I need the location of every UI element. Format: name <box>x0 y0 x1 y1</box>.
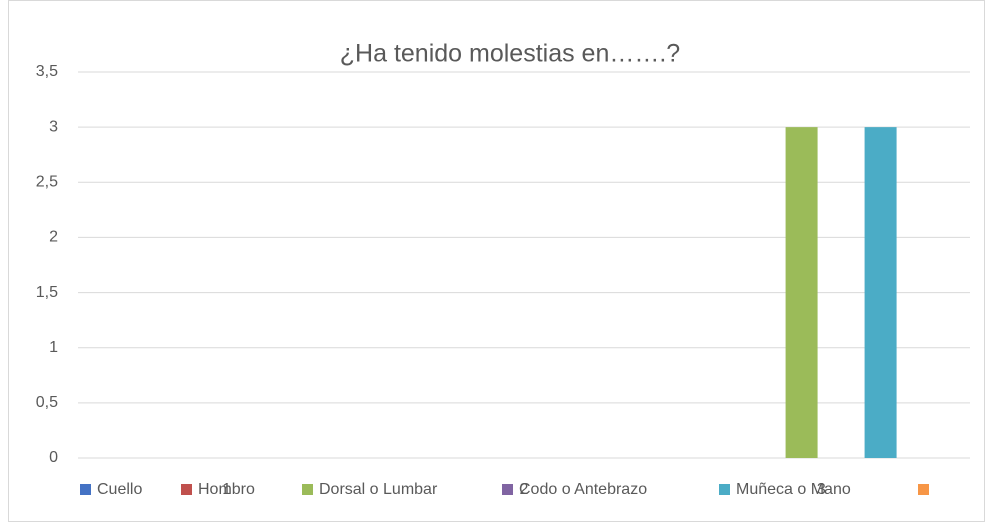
legend-swatch <box>181 484 192 495</box>
legend-label: Codo o Antebrazo <box>519 481 647 498</box>
legend-label: Hombro <box>198 481 255 498</box>
legend-swatch <box>302 484 313 495</box>
bar <box>864 127 897 459</box>
legend-swatch <box>80 484 91 495</box>
y-tick-label: 0,5 <box>36 394 58 411</box>
x-tick-label: 1 <box>222 481 231 498</box>
y-tick-label: 3 <box>49 118 58 135</box>
bar <box>785 127 818 459</box>
x-tick-label: 3 <box>817 481 826 498</box>
legend-swatch <box>719 484 730 495</box>
legend-swatch <box>918 484 929 495</box>
x-tick-label: 2 <box>520 481 529 498</box>
y-tick-label: 3,5 <box>36 63 58 80</box>
y-tick-label: 1,5 <box>36 284 58 301</box>
y-tick-label: 2,5 <box>36 174 58 191</box>
y-tick-label: 2 <box>49 229 58 246</box>
legend-label: Dorsal o Lumbar <box>319 481 438 498</box>
chart-title: ¿Ha tenido molestias en…….? <box>340 40 680 68</box>
chart-border <box>8 0 985 522</box>
y-tick-label: 1 <box>49 339 58 356</box>
legend-label: Cuello <box>97 481 142 498</box>
legend-swatch <box>502 484 513 495</box>
legend-label: Muñeca o Mano <box>736 481 851 498</box>
y-tick-label: 0 <box>49 449 58 466</box>
